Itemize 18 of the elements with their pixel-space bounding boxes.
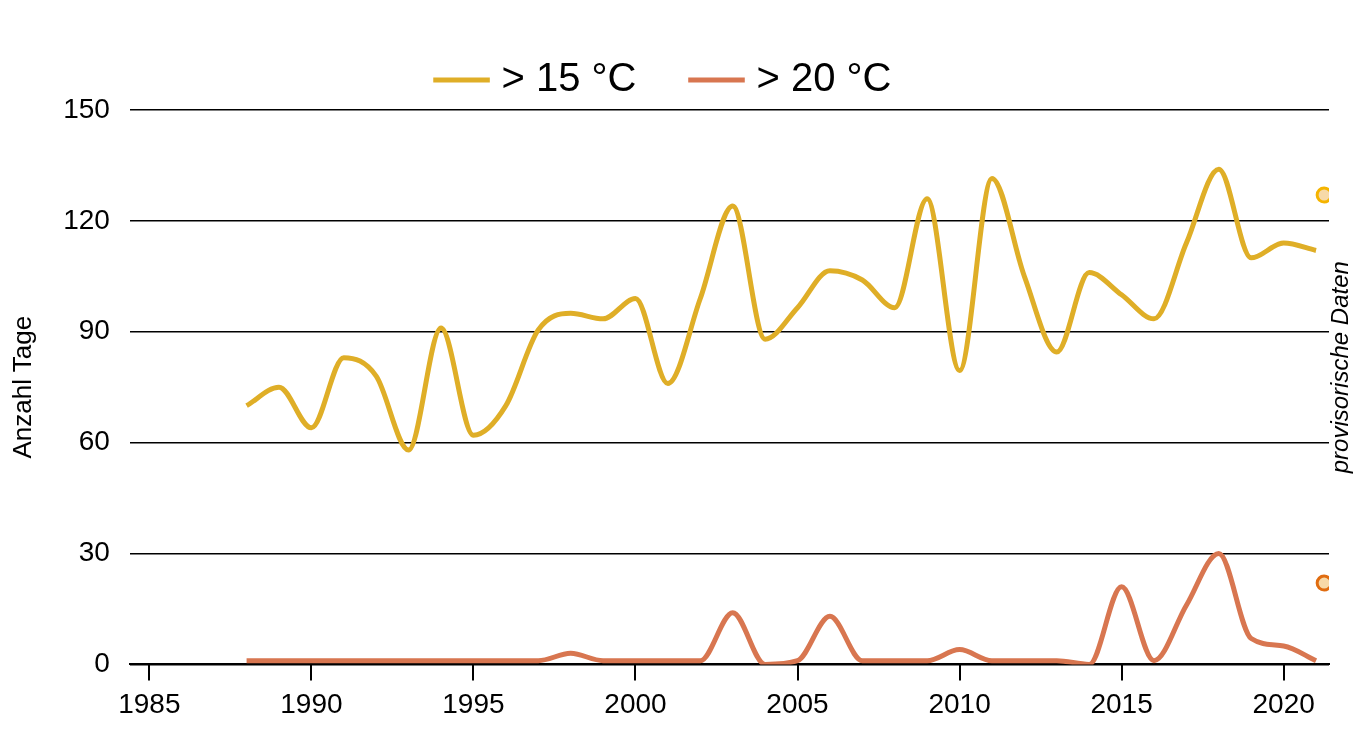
- y-tick-label: 30: [78, 536, 110, 568]
- legend-label: > 15 °C: [501, 55, 637, 100]
- x-tick-label: 2020: [1252, 687, 1315, 719]
- y-tick-label: 90: [78, 314, 110, 346]
- annotation: provisorische Daten: [1325, 261, 1353, 475]
- x-tick-label: 2005: [766, 687, 829, 719]
- x-tick-label: 1985: [118, 687, 181, 719]
- y-tick-label: 120: [63, 203, 110, 235]
- x-tick-label: 1995: [442, 687, 505, 719]
- y-tick-label: 0: [94, 647, 110, 679]
- x-tick-label: 2010: [928, 687, 991, 719]
- x-tick-label: 1990: [280, 687, 343, 719]
- legend-label: > 20 °C: [756, 55, 892, 100]
- y-tick-label: 150: [63, 92, 110, 124]
- y-axis-title: Anzahl Tage: [6, 315, 37, 459]
- y-tick-label: 60: [78, 425, 110, 457]
- x-tick-label: 2000: [604, 687, 667, 719]
- x-tick-label: 2015: [1090, 687, 1153, 719]
